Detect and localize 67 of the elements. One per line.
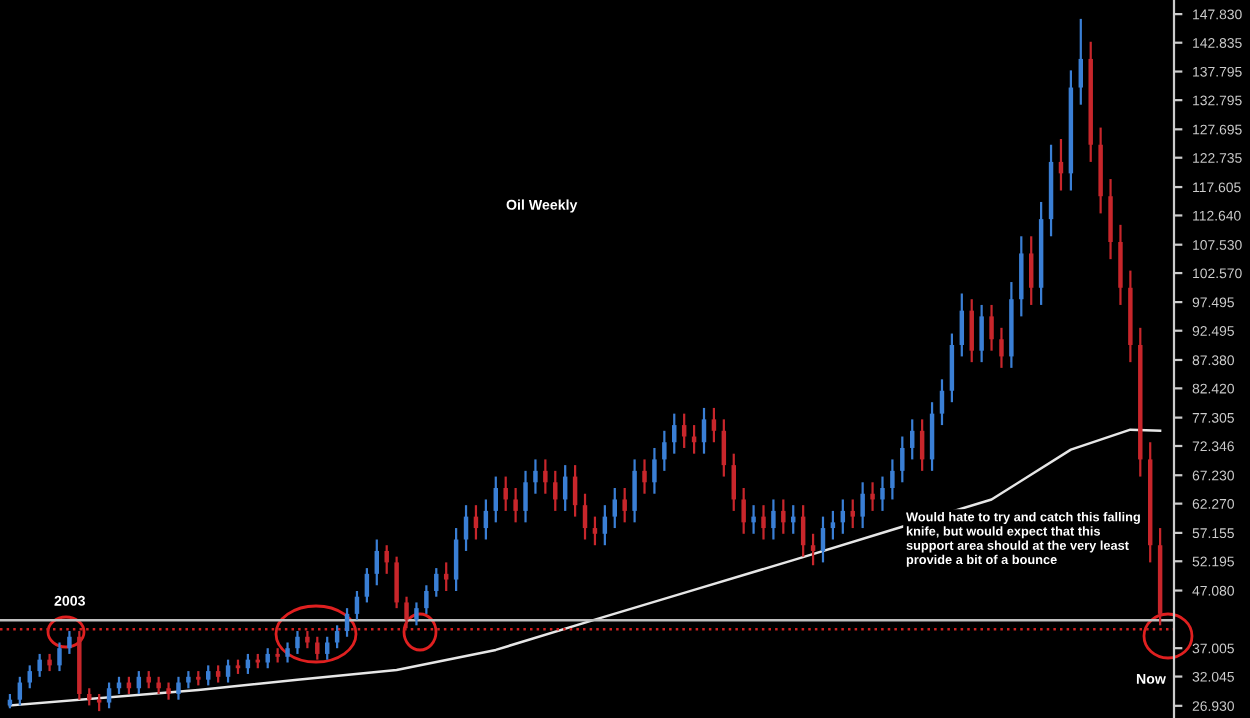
candlestick	[781, 498, 786, 535]
candlestick	[969, 298, 974, 364]
candlestick	[384, 544, 389, 575]
candlestick	[443, 561, 449, 593]
candlestick	[225, 658, 231, 684]
candlestick	[681, 412, 687, 450]
candlestick	[989, 303, 994, 352]
candlestick	[543, 458, 548, 495]
candlestick	[1028, 235, 1034, 307]
candlestick	[751, 504, 756, 535]
candlestick	[47, 652, 52, 673]
candlestick	[414, 601, 419, 627]
candlestick	[324, 635, 330, 661]
candlestick	[315, 635, 320, 661]
candlestick	[999, 326, 1004, 369]
candlestick	[533, 458, 538, 495]
candlestick	[37, 652, 42, 678]
candlestick	[285, 641, 290, 664]
candlestick	[711, 406, 717, 444]
candlestick	[364, 567, 370, 604]
candlestick	[592, 515, 598, 547]
candlestick	[553, 469, 558, 513]
candlestick	[900, 435, 905, 484]
candlestick	[880, 475, 885, 513]
candlestick	[394, 555, 399, 610]
candlestick	[701, 406, 707, 455]
candlestick	[206, 664, 211, 687]
candlestick	[771, 498, 776, 541]
candlestick	[830, 509, 836, 541]
candlestick	[176, 675, 181, 701]
candlestick	[1019, 235, 1024, 318]
candlestick	[612, 486, 617, 530]
candlestick	[642, 458, 647, 495]
candlestick	[67, 629, 72, 656]
candlestick	[949, 332, 955, 404]
line-series	[8, 428, 1162, 707]
candlestick	[57, 641, 62, 673]
candlestick	[1078, 17, 1084, 106]
candlestick	[106, 681, 112, 710]
candlestick	[503, 475, 508, 513]
candlestick	[979, 303, 984, 364]
candlestick	[890, 458, 895, 501]
candlestick	[523, 469, 528, 524]
candlestick	[761, 504, 766, 541]
candlestick	[1118, 223, 1123, 307]
candlestick	[265, 647, 270, 670]
candlestick	[850, 498, 855, 530]
candlestick	[820, 515, 826, 564]
candlestick	[27, 664, 32, 690]
candlestick	[810, 532, 816, 567]
candlestick	[463, 504, 469, 553]
candlestick	[741, 486, 746, 535]
candlestick	[1108, 177, 1113, 261]
candlestick	[434, 567, 439, 598]
candlestick	[662, 429, 667, 472]
candlestick	[622, 486, 627, 524]
candlestick	[513, 486, 518, 524]
candlestick	[424, 584, 429, 615]
candlestick	[652, 446, 657, 495]
candlestick	[582, 492, 588, 541]
candlestick	[939, 378, 945, 427]
candlestick	[870, 481, 875, 513]
candlestick	[374, 538, 380, 587]
candlestick	[295, 629, 300, 656]
candlestick	[860, 481, 865, 530]
candlestick	[632, 458, 637, 524]
candlestick	[493, 475, 499, 524]
